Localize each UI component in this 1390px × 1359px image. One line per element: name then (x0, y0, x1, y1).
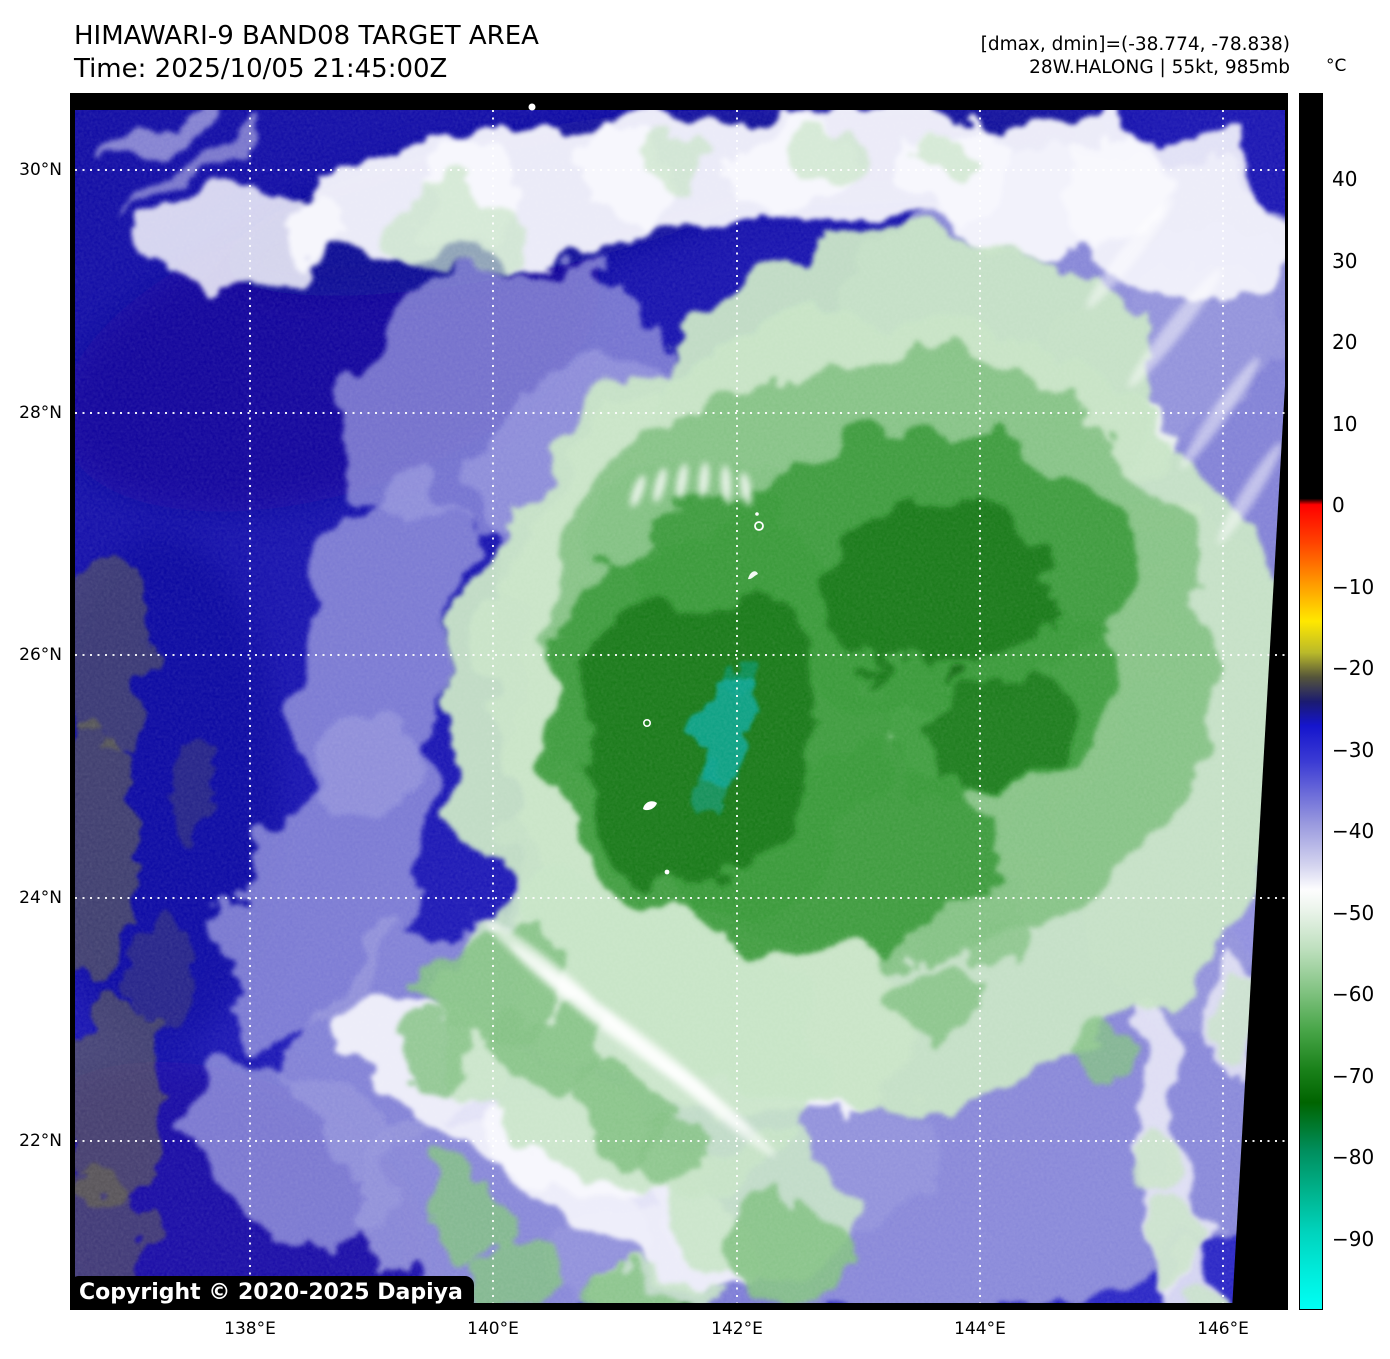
colorbar-tick: −10 (1332, 575, 1375, 599)
colorbar-tick: 10 (1332, 412, 1358, 436)
colorbar-tick: −70 (1332, 1064, 1375, 1088)
dmax-dmin-readout: [dmax, dmin]=(-38.774, -78.838) (980, 34, 1290, 55)
lon-tick: 146°E (1197, 1319, 1249, 1339)
lon-tick: 138°E (224, 1319, 276, 1339)
colorbar-tick: −40 (1332, 819, 1375, 843)
timestamp: Time: 2025/10/05 21:45:00Z (74, 54, 448, 84)
image-grain (70, 93, 1288, 1310)
colorbar-tick: −50 (1332, 901, 1375, 925)
colorbar-tick: −20 (1332, 656, 1375, 680)
satellite-map (70, 93, 1288, 1310)
lat-tick: 28°N (19, 403, 62, 423)
small-cloud-dot (528, 103, 536, 111)
colorbar-tick: −80 (1332, 1145, 1375, 1169)
copyright-badge: Copyright © 2020-2025 Dapiya (70, 1276, 474, 1310)
axes-frame (70, 93, 1288, 1310)
island-outlines (642, 512, 764, 875)
colorbar-tick: 20 (1332, 330, 1358, 354)
colorbar-unit: °C (1326, 56, 1347, 76)
lat-tick: 22°N (19, 1131, 62, 1151)
storm-info: 28W.HALONG | 55kt, 985mb (1029, 57, 1290, 78)
colorbar-tick: −90 (1332, 1227, 1375, 1251)
lon-tick: 144°E (954, 1319, 1006, 1339)
colorbar-tick: 40 (1332, 167, 1358, 191)
colorbar-tick: 0 (1332, 493, 1345, 517)
colorbar-tick: −30 (1332, 738, 1375, 762)
colorbar-tick: −60 (1332, 982, 1375, 1006)
colorbar (1299, 93, 1323, 1310)
colorbar-tick: 30 (1332, 249, 1358, 273)
page-title: HIMAWARI-9 BAND08 TARGET AREA (74, 21, 539, 51)
meta-block: [dmax, dmin]=(-38.774, -78.838) 28W.HALO… (981, 33, 1290, 79)
lon-tick: 140°E (467, 1319, 519, 1339)
scan-edge-black-wedge (1232, 333, 1288, 1310)
lon-tick: 142°E (711, 1319, 763, 1339)
lat-tick: 26°N (19, 645, 62, 665)
lat-tick: 24°N (19, 888, 62, 908)
lat-tick: 30°N (19, 160, 62, 180)
